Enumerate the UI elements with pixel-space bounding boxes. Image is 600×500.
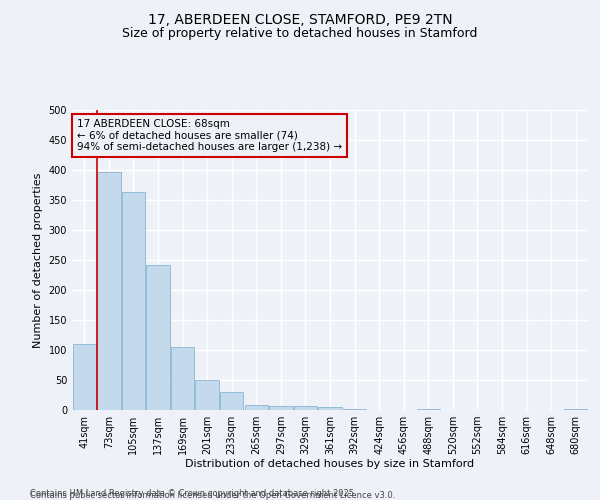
Bar — [416, 409, 440, 410]
Text: Size of property relative to detached houses in Stamford: Size of property relative to detached ho… — [122, 28, 478, 40]
Text: Contains HM Land Registry data © Crown copyright and database right 2025.: Contains HM Land Registry data © Crown c… — [30, 488, 356, 498]
Y-axis label: Number of detached properties: Number of detached properties — [33, 172, 43, 348]
Bar — [245, 405, 268, 410]
Bar — [73, 344, 96, 410]
Text: 17, ABERDEEN CLOSE, STAMFORD, PE9 2TN: 17, ABERDEEN CLOSE, STAMFORD, PE9 2TN — [148, 12, 452, 26]
X-axis label: Distribution of detached houses by size in Stamford: Distribution of detached houses by size … — [185, 458, 475, 468]
Bar — [171, 347, 194, 410]
Bar — [294, 406, 317, 410]
Bar — [564, 409, 587, 410]
Text: Contains public sector information licensed under the Open Government Licence v3: Contains public sector information licen… — [30, 491, 395, 500]
Bar — [97, 172, 121, 410]
Bar — [122, 192, 145, 410]
Bar — [220, 392, 244, 410]
Bar — [196, 380, 219, 410]
Bar — [146, 265, 170, 410]
Bar — [269, 406, 293, 410]
Text: 17 ABERDEEN CLOSE: 68sqm
← 6% of detached houses are smaller (74)
94% of semi-de: 17 ABERDEEN CLOSE: 68sqm ← 6% of detache… — [77, 119, 342, 152]
Bar — [319, 407, 341, 410]
